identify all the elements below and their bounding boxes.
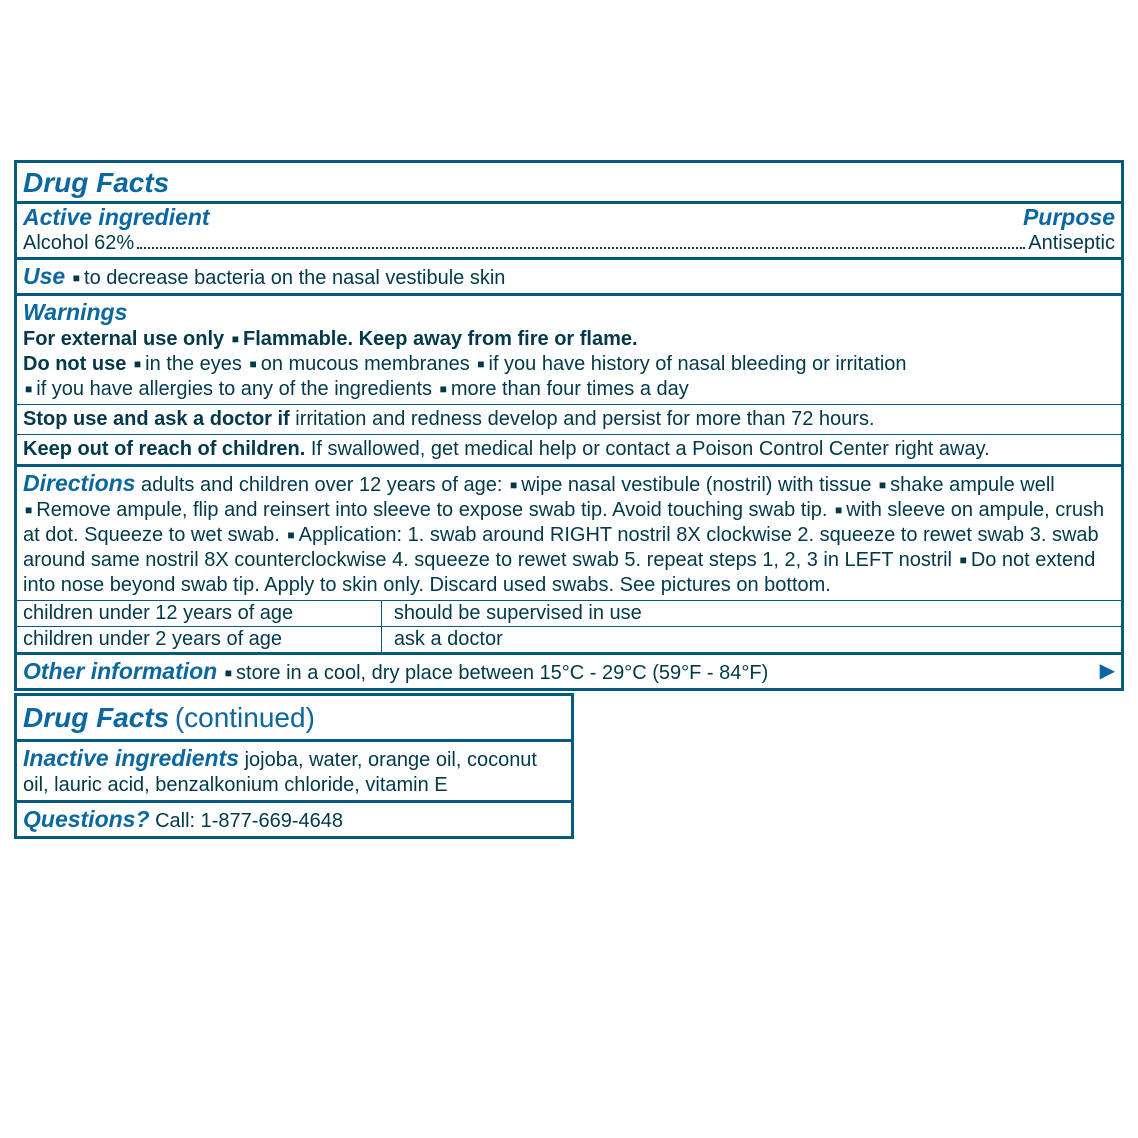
warnings-section: Warnings For external use only Flammable…	[17, 293, 1121, 404]
directions-3: Remove ampule, flip and reinsert into sl…	[23, 499, 827, 521]
stop-use-heading: Stop use and ask a doctor if	[23, 408, 290, 430]
flammable-warning: Flammable. Keep away from fire or flame.	[230, 328, 638, 350]
do-not-use-4: if you have allergies to any of the ingr…	[23, 378, 432, 400]
continued-title: Drug Facts	[23, 702, 169, 733]
table-row: children under 2 years of age ask a doct…	[17, 626, 1121, 652]
active-ingredient-row: Alcohol 62% Antiseptic	[17, 232, 1121, 257]
table-row: children under 12 years of age should be…	[17, 600, 1121, 626]
do-not-use-1: in the eyes	[132, 353, 242, 375]
active-ingredient-header: Active ingredient Purpose	[17, 201, 1121, 232]
do-not-use-3: if you have history of nasal bleeding or…	[475, 353, 906, 375]
questions-heading: Questions?	[23, 806, 150, 832]
use-heading: Use	[23, 263, 65, 289]
continued-title-row: Drug Facts (continued)	[17, 696, 571, 739]
ingredient-purpose: Antiseptic	[1028, 232, 1115, 255]
use-section: Use to decrease bacteria on the nasal ve…	[17, 257, 1121, 293]
warnings-line1: For external use only Flammable. Keep aw…	[23, 327, 1115, 352]
age-under-12: children under 12 years of age	[17, 600, 381, 626]
directions-intro: adults and children over 12 years of age…	[141, 474, 502, 496]
external-use-only: For external use only	[23, 328, 224, 350]
active-ingredient-heading: Active ingredient	[23, 204, 210, 231]
directions-2: shake ampule well	[877, 474, 1055, 496]
continue-arrow-icon: ▶	[1100, 659, 1115, 684]
warnings-line2: Do not use in the eyes on mucous membran…	[23, 352, 1115, 377]
directions-table: children under 12 years of age should be…	[17, 600, 1121, 652]
continued-label: (continued)	[175, 702, 315, 733]
age-under-2-instruction: ask a doctor	[381, 626, 1121, 652]
use-text: to decrease bacteria on the nasal vestib…	[71, 267, 506, 289]
stop-use-row: Stop use and ask a doctor if irritation …	[17, 404, 1121, 434]
ingredient-name: Alcohol 62%	[23, 232, 134, 255]
drug-facts-panel: Drug Facts Active ingredient Purpose Alc…	[14, 160, 1124, 691]
do-not-use-heading: Do not use	[23, 353, 126, 375]
warnings-heading: Warnings	[23, 298, 1115, 327]
do-not-use-5: more than four times a day	[438, 378, 689, 400]
other-info-text: store in a cool, dry place between 15°C …	[223, 662, 768, 684]
drug-facts-continued-panel: Drug Facts (continued) Inactive ingredie…	[14, 693, 574, 839]
directions-heading: Directions	[23, 470, 135, 496]
warnings-line3: if you have allergies to any of the ingr…	[23, 377, 1115, 402]
do-not-use-2: on mucous membranes	[247, 353, 469, 375]
questions-text: Call: 1-877-669-4648	[155, 810, 343, 832]
keep-out-row: Keep out of reach of children. If swallo…	[17, 434, 1121, 464]
inactive-ingredients-section: Inactive ingredients jojoba, water, oran…	[17, 739, 571, 800]
questions-section: Questions? Call: 1-877-669-4648	[17, 800, 571, 836]
keep-out-heading: Keep out of reach of children.	[23, 438, 305, 460]
leader-dots	[137, 247, 1025, 249]
purpose-heading: Purpose	[1023, 204, 1115, 231]
age-under-2: children under 2 years of age	[17, 626, 381, 652]
directions-1: wipe nasal vestibule (nostril) with tiss…	[508, 474, 871, 496]
directions-section: Directions adults and children over 12 y…	[17, 464, 1121, 600]
panel-title: Drug Facts	[17, 163, 1121, 201]
keep-out-text: If swallowed, get medical help or contac…	[311, 438, 990, 460]
inactive-ingredients-heading: Inactive ingredients	[23, 745, 239, 771]
other-info-heading: Other information	[23, 658, 217, 684]
stop-use-text: irritation and redness develop and persi…	[295, 408, 874, 430]
other-information-section: Other information store in a cool, dry p…	[17, 652, 1121, 688]
age-under-12-instruction: should be supervised in use	[381, 600, 1121, 626]
